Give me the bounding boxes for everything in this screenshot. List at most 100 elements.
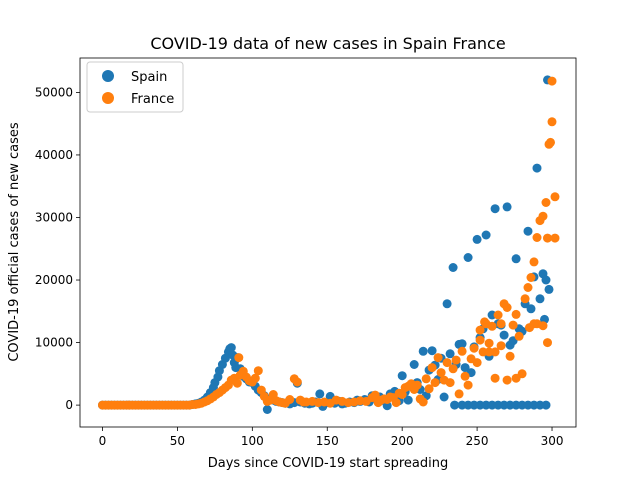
- point-france-52: [250, 373, 260, 383]
- point-france-143: [550, 192, 560, 202]
- point-france-153: [475, 325, 485, 335]
- point-france-141: [547, 117, 557, 127]
- point-france-111: [463, 380, 473, 390]
- y-tick-label-10000: 10000: [35, 336, 73, 350]
- point-spain-124: [481, 230, 491, 240]
- point-spain-100: [409, 360, 419, 369]
- point-spain-106: [427, 346, 437, 356]
- point-spain-147: [544, 284, 554, 294]
- point-france-140: [546, 137, 555, 147]
- legend-marker-france: [102, 92, 114, 104]
- point-spain-134: [511, 254, 521, 264]
- point-france-146: [511, 373, 521, 383]
- point-france-130: [520, 294, 530, 304]
- x-tick-label-300: 300: [541, 434, 564, 448]
- point-france-149: [538, 321, 548, 331]
- x-tick-label-150: 150: [316, 434, 339, 448]
- point-spain-127: [490, 204, 500, 214]
- y-tick-label-50000: 50000: [35, 85, 73, 99]
- point-france-134: [532, 233, 542, 242]
- point-spain-118: [463, 253, 473, 262]
- x-tick-label-200: 200: [391, 434, 414, 448]
- axes-frame: [79, 57, 577, 428]
- axis-ticks: 0 50 100 150 200 250 300 0 10000 20000 30000 40000 5…: [35, 85, 564, 448]
- point-spain-130: [499, 330, 509, 340]
- point-france-120: [490, 373, 500, 383]
- point-france-122: [496, 319, 506, 329]
- point-france-46: [234, 353, 244, 363]
- point-france-89: [397, 390, 407, 399]
- point-france-96: [418, 397, 428, 407]
- point-france-126: [508, 320, 518, 330]
- point-france-104: [442, 358, 452, 368]
- point-france-124: [502, 303, 512, 312]
- point-spain-138: [523, 226, 533, 236]
- point-spain-45: [226, 343, 236, 353]
- y-tick-label-30000: 30000: [35, 210, 73, 224]
- point-spain-131: [502, 202, 512, 212]
- y-tick-label-20000: 20000: [35, 273, 73, 287]
- point-spain-103: [418, 346, 428, 356]
- point-france-150: [543, 338, 552, 348]
- point-france-113: [469, 343, 479, 353]
- point-france-110: [460, 371, 470, 381]
- x-axis-label: Days since COVID-19 start spreading: [208, 456, 448, 471]
- x-tick-label-250: 250: [466, 434, 489, 448]
- point-spain-121: [472, 234, 482, 244]
- point-france-138: [543, 233, 552, 243]
- point-france-142: [547, 76, 557, 86]
- point-france-87: [391, 398, 401, 408]
- x-tick-label-100: 100: [241, 434, 264, 448]
- point-france-114: [472, 358, 482, 368]
- point-france-94: [412, 380, 422, 390]
- point-france-118: [484, 338, 494, 348]
- point-spain-139: [526, 304, 536, 314]
- x-tick-label-0: 0: [99, 434, 107, 448]
- point-spain-141: [532, 163, 542, 173]
- legend-label-spain: Spain: [131, 70, 167, 85]
- point-france-108: [454, 389, 464, 399]
- point-spain-112: [445, 349, 455, 359]
- point-spain-116: [457, 339, 467, 349]
- point-france-133: [529, 257, 539, 267]
- point-france-98: [424, 384, 434, 394]
- point-france-107: [451, 355, 461, 365]
- point-spain-92: [382, 401, 392, 411]
- legend: Spain France: [86, 61, 184, 113]
- point-spain-117: [460, 363, 470, 373]
- point-france-109: [457, 346, 467, 356]
- point-spain-159: [541, 400, 551, 410]
- point-france-63: [285, 395, 295, 404]
- point-france-132: [526, 273, 536, 282]
- y-tick-label-0: 0: [65, 398, 73, 412]
- legend-marker-spain: [102, 70, 114, 82]
- y-tick-label-40000: 40000: [35, 148, 73, 162]
- point-france-152: [525, 323, 534, 333]
- point-france-144: [550, 233, 560, 243]
- legend-label-france: France: [131, 92, 174, 107]
- point-spain-160: [450, 400, 460, 410]
- point-france-115: [475, 335, 485, 345]
- point-france-128: [514, 331, 524, 341]
- chart-title: COVID-19 data of new cases in Spain Fran…: [150, 34, 505, 53]
- x-tick-label-50: 50: [170, 434, 185, 448]
- point-france-80: [370, 390, 380, 400]
- y-axis-label: COVID-19 official cases of new cases: [7, 122, 22, 362]
- point-france-65: [292, 377, 302, 387]
- point-france-45: [232, 378, 242, 388]
- point-france-119: [487, 321, 497, 331]
- point-france-136: [538, 211, 548, 221]
- point-spain-142: [535, 294, 545, 304]
- point-france-145: [502, 375, 512, 385]
- point-spain-96: [397, 371, 407, 381]
- point-spain-113: [448, 263, 458, 272]
- point-france-102: [436, 368, 446, 378]
- point-france-121: [493, 310, 503, 320]
- point-spain-163: [469, 400, 479, 410]
- data-points: [98, 75, 560, 414]
- point-france-99: [427, 363, 437, 373]
- point-france-101: [433, 353, 443, 363]
- point-spain-59: [262, 405, 272, 414]
